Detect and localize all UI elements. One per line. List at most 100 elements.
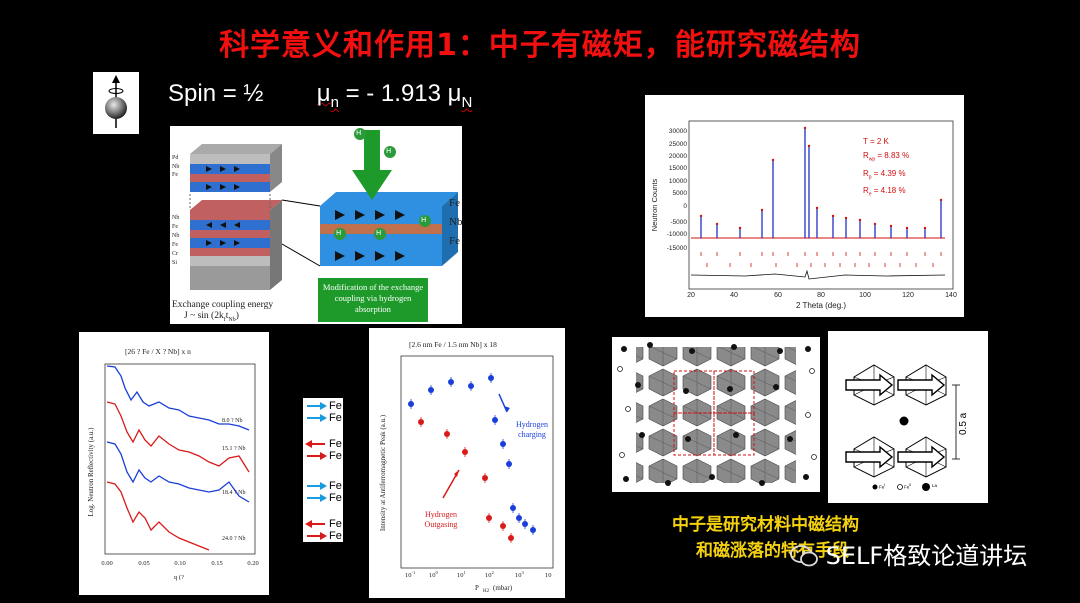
arrow-right-icon [307,414,327,422]
svg-text:30000: 30000 [669,128,687,135]
enlarged-layer-block [320,192,458,266]
spin-legend-label: Fe [329,530,342,542]
svg-text:20000: 20000 [669,153,687,160]
spin-legend-row: Fe [305,450,342,462]
hydrogen-arrow [352,130,392,200]
afm-xtick-label: 10 [545,572,552,580]
reflectivity-plot: 0.00 0.05 0.10 0.15 0.20 q (? Log. Neutron R… [79,332,269,595]
afm-xtick-label: 101 [457,570,466,580]
arrow-left-icon [305,520,325,528]
afm-xtick-label: 103 [515,570,524,580]
hydrogen-outgasing-label: Hydrogen Outgasing [424,510,458,529]
series-label: 18.4 ? Nb [222,490,246,496]
h-atom-label: H [376,229,382,237]
svg-text:25000: 25000 [669,141,687,148]
svg-text:5000: 5000 [673,190,688,197]
layer-label: Pd [172,155,179,161]
spin-order-legend: Fe Fe Fe Fe Fe Fe Fe Fe [303,398,343,542]
svg-text:0.00: 0.00 [101,560,112,567]
mu-subscript: n [330,94,339,111]
spin-legend-row: Fe [305,400,342,412]
svg-text:-10000: -10000 [667,231,688,238]
svg-text:H2: H2 [483,589,490,594]
diffraction-point [923,226,927,230]
svg-text:100: 100 [859,292,871,299]
svg-text:2 Theta (deg.): 2 Theta (deg.) [796,301,846,310]
svg-text:10000: 10000 [669,178,687,185]
rwp-annotation: Rwp = 8.83 % [863,151,910,163]
formula-t: t [225,311,229,321]
series-label: 8.0 ? Nb [222,418,243,424]
diffraction-point [831,214,835,218]
mu-unit-symbol: μ [447,80,462,107]
scale-label: 0.5 a [958,412,969,435]
h-atom-label: H [336,229,342,237]
diffraction-point [803,126,807,130]
layer-label: Cr [172,251,178,257]
icosahedral-cluster [897,364,947,406]
mu-unit-subscript: N [461,94,473,111]
conclusion-note: 中子是研究材料中磁结构 和磁涨落的特有手段 [672,512,859,564]
icosahedral-cluster [897,436,947,478]
afm-xtick-label: 102 [485,570,494,580]
afm-title: [2.6 nm Fe / 1.5 nm Nb] x 18 [409,340,497,349]
svg-text:Neutron Counts: Neutron Counts [650,178,659,231]
layer-label-fe: Fe [449,197,460,209]
spin-legend-row: Fe [305,492,342,504]
diffraction-point [715,222,719,226]
layer-label: Fe [172,242,178,248]
svg-text:(mbar): (mbar) [493,584,513,592]
afm-peak-plot: Intensity at Antiferromagnetic Peak (a.u… [369,328,565,598]
spin-legend-row: Fe [305,530,342,542]
spin-legend-label: Fe [329,412,342,424]
diffraction-point [815,206,819,210]
svg-text:Log. Neutron Reflectivity (a.u: Log. Neutron Reflectivity (a.u.) [87,427,95,517]
re-annotation: Re = 4.18 % [863,186,906,198]
layer-label: Fe [172,224,178,230]
crystal-structure-image [612,337,820,492]
legend-la-label: La [932,483,938,488]
mu-symbol: μ [316,80,331,107]
layer-label: Si [172,260,178,266]
svg-text:0.05: 0.05 [138,560,149,567]
rp-annotation: Rp = 4.39 % [863,168,906,181]
series-label: 24.0 ? Nb [222,536,246,542]
svg-text:0.20: 0.20 [247,560,258,567]
svg-text:-5000: -5000 [670,219,687,226]
spin-legend-row: Fe [305,518,342,530]
layer-label: Nb [172,215,180,221]
h-atom-label: H [386,147,392,155]
wechat-icon [790,545,818,567]
spin-icon [93,72,139,134]
conclusion-line-1: 中子是研究材料中磁结构 [672,515,859,535]
magnetic-cell-diagram: 0.5 a FeI FeII La [828,331,988,503]
svg-text:0: 0 [683,203,687,210]
arrow-right-icon [307,482,327,490]
layer-label-nb: Nb [449,216,463,228]
afm-xtick-label: 100 [429,570,438,580]
diffraction-point [844,216,848,220]
diffraction-point [889,224,893,228]
multilayer-schematic: Pd Nb Fe Nb Fe Nb Fe Cr Si Fe Nb Fe H H … [170,126,462,324]
diffraction-point [771,158,775,162]
spin-legend-label: Fe [329,400,342,412]
exchange-coupling-caption: Exchange coupling energy [172,300,274,310]
svg-text:60: 60 [774,292,782,299]
h-atom-label: H [356,129,362,137]
icosahedral-cluster [845,436,895,478]
mu-equation: = - 1.913 [338,80,448,107]
formula-subscript: f [223,316,226,323]
spin-legend-label: Fe [329,492,342,504]
spin-legend-label: Fe [329,438,342,450]
layer-label: Nb [172,233,180,239]
diffraction-point [760,208,764,212]
layer-label: Fe [172,172,178,178]
svg-text:15000: 15000 [669,165,687,172]
svg-text:120: 120 [902,292,914,299]
legend-fe-label: FeII [904,483,912,490]
spin-legend-row: Fe [305,412,342,424]
layer-label-fe: Fe [449,235,460,247]
spin-moment-text: Spin = ½ μn = - 1.913 μN [168,80,472,111]
diffraction-point [939,198,943,202]
layer-label: Nb [172,163,180,170]
